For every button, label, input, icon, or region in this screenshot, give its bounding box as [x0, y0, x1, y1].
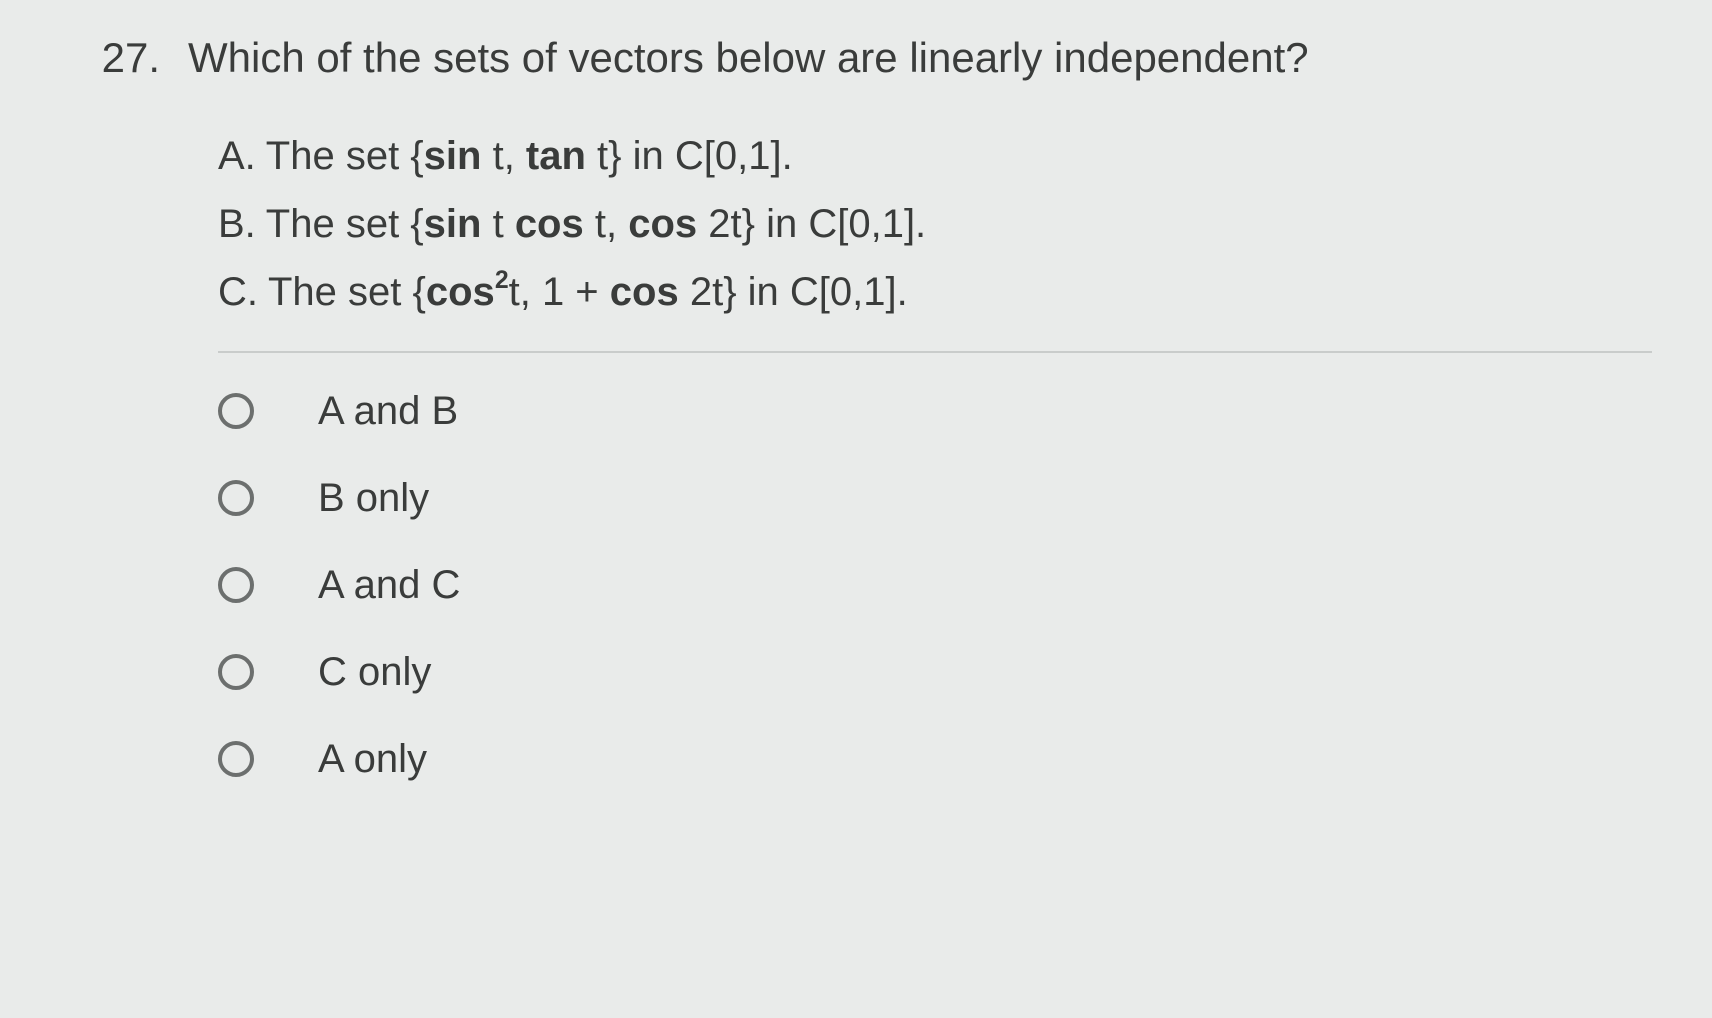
stmt-b-fn1: sin — [424, 202, 482, 246]
option-a-and-b[interactable]: A and B — [218, 389, 1652, 434]
stmt-a-fn1: sin — [424, 134, 482, 178]
statement-a: A. The set {sin t, tan t} in C[0,1]. — [218, 125, 1652, 187]
radio-icon — [218, 567, 254, 603]
stmt-c-fn1: cos — [426, 270, 495, 314]
stmt-b-fn2: cos — [515, 202, 584, 246]
radio-icon — [218, 741, 254, 777]
option-label: A only — [318, 737, 427, 782]
stmt-a-prefix: The set { — [266, 134, 424, 178]
question-stem: Which of the sets of vectors below are l… — [188, 30, 1652, 87]
stmt-c-suffix: 2t} in C[0,1]. — [679, 270, 908, 314]
stmt-c-prefix: The set { — [268, 270, 426, 314]
option-label: B only — [318, 476, 429, 521]
answer-options: A and B B only A and C C only A only — [218, 389, 1652, 782]
statement-b-label: B. — [218, 193, 256, 255]
option-a-and-c[interactable]: A and C — [218, 563, 1652, 608]
option-a-only[interactable]: A only — [218, 737, 1652, 782]
statement-a-text: The set {sin t, tan t} in C[0,1]. — [266, 125, 793, 187]
statement-c: C. The set {cos2t, 1 + cos 2t} in C[0,1]… — [218, 261, 1652, 323]
stmt-b-fn3: cos — [628, 202, 697, 246]
question-header: 27. Which of the sets of vectors below a… — [80, 30, 1652, 87]
option-b-only[interactable]: B only — [218, 476, 1652, 521]
divider — [218, 351, 1652, 353]
statements: A. The set {sin t, tan t} in C[0,1]. B. … — [218, 125, 1652, 323]
option-label: C only — [318, 650, 431, 695]
statement-b: B. The set {sin t cos t, cos 2t} in C[0,… — [218, 193, 1652, 255]
radio-icon — [218, 393, 254, 429]
stmt-c-mid1: t, 1 + — [509, 270, 610, 314]
question-page: 27. Which of the sets of vectors below a… — [0, 0, 1712, 854]
stmt-a-suffix: t} in C[0,1]. — [586, 134, 793, 178]
option-c-only[interactable]: C only — [218, 650, 1652, 695]
stmt-b-mid2: t, — [584, 202, 628, 246]
stmt-b-mid1: t — [481, 202, 514, 246]
statement-b-text: The set {sin t cos t, cos 2t} in C[0,1]. — [266, 193, 926, 255]
stmt-c-fn2: cos — [610, 270, 679, 314]
question-number: 27. — [80, 30, 188, 87]
radio-icon — [218, 480, 254, 516]
option-label: A and C — [318, 563, 460, 608]
stmt-c-exp: 2 — [495, 267, 509, 294]
radio-icon — [218, 654, 254, 690]
stmt-b-prefix: The set { — [266, 202, 424, 246]
option-label: A and B — [318, 389, 458, 434]
stmt-b-suffix: 2t} in C[0,1]. — [697, 202, 926, 246]
statement-c-label: C. — [218, 261, 258, 323]
statement-a-label: A. — [218, 125, 256, 187]
statement-c-text: The set {cos2t, 1 + cos 2t} in C[0,1]. — [268, 261, 908, 323]
stmt-a-fn2: tan — [526, 134, 586, 178]
stmt-a-mid1: t, — [481, 134, 525, 178]
